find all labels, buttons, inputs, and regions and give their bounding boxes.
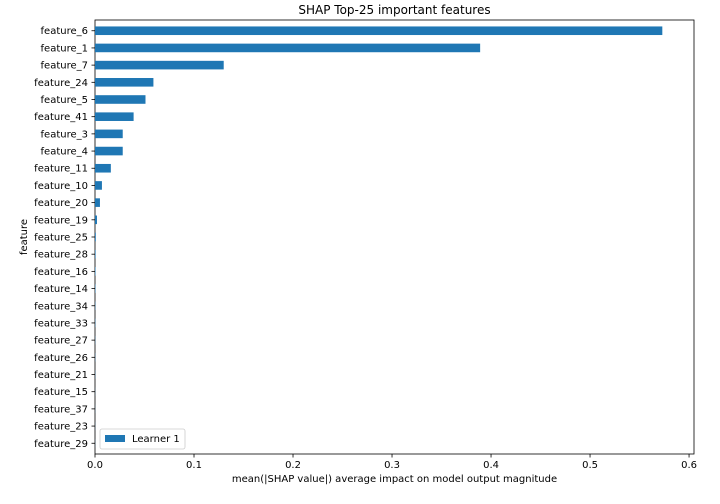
- y-tick-label: feature_7: [41, 61, 88, 72]
- y-tick-label: feature_34: [34, 301, 88, 312]
- y-tick-label: feature_25: [34, 233, 88, 244]
- y-tick-label: feature_23: [34, 422, 88, 433]
- x-tick-label: 0.6: [681, 460, 697, 471]
- y-tick-label: feature_33: [34, 318, 88, 329]
- bar-feature-3: [95, 129, 123, 139]
- legend-swatch: [105, 435, 125, 442]
- y-tick-label: feature_26: [34, 353, 88, 364]
- y-tick-label: feature_10: [34, 181, 88, 192]
- bar-feature-5: [95, 95, 146, 104]
- x-tick-label: 0.3: [384, 460, 400, 471]
- y-tick-label: feature_29: [34, 439, 88, 450]
- bar-feature-1: [95, 43, 481, 53]
- bars-group: [95, 26, 663, 448]
- x-tick-label: 0.4: [483, 460, 499, 471]
- x-tick-label: 0.5: [582, 460, 598, 471]
- x-axis-ticks: 0.0 0.1 0.2 0.3 0.4 0.5 0.6: [87, 454, 697, 471]
- bar-feature-4: [95, 146, 123, 156]
- chart-title: SHAP Top-25 important features: [298, 3, 490, 17]
- bar-feature-7: [95, 60, 224, 70]
- bar-feature-6: [95, 26, 663, 36]
- y-tick-label: feature_27: [34, 336, 88, 347]
- y-tick-label: feature_15: [34, 387, 88, 398]
- bar-feature-20: [95, 198, 100, 207]
- y-tick-label: feature_5: [41, 95, 88, 106]
- y-tick-label: feature_21: [34, 370, 88, 381]
- y-tick-label: feature_6: [41, 26, 88, 37]
- legend-label: Learner 1: [132, 434, 180, 445]
- y-tick-label: feature_24: [34, 78, 88, 89]
- legend-box: [99, 428, 186, 450]
- y-axis-label: feature: [19, 219, 30, 255]
- bar-feature-25: [95, 232, 96, 242]
- y-tick-label: feature_28: [34, 250, 88, 261]
- bar-feature-19: [95, 215, 97, 225]
- y-tick-label: feature_14: [34, 284, 88, 295]
- y-tick-label: feature_19: [34, 215, 88, 226]
- legend: Learner 1: [99, 428, 186, 450]
- y-tick-label: feature_20: [34, 198, 88, 209]
- bar-feature-11: [95, 163, 111, 173]
- plot-area: [94, 19, 695, 455]
- y-tick-label: feature_41: [34, 112, 88, 123]
- x-tick-label: 0.1: [186, 460, 202, 471]
- y-tick-label: feature_11: [34, 164, 88, 175]
- y-tick-label: feature_16: [34, 267, 88, 278]
- x-axis-label: mean(|SHAP value|) average impact on mod…: [232, 474, 557, 485]
- bar-feature-10: [95, 181, 102, 190]
- bar-feature-28: [95, 249, 96, 259]
- x-tick-label: 0.0: [87, 460, 103, 471]
- x-tick-label: 0.2: [285, 460, 301, 471]
- y-axis-ticks: feature_6 feature_1 feature_7 feature_24fea…: [34, 26, 95, 450]
- y-tick-label: feature_1: [41, 43, 88, 54]
- y-tick-label: feature_37: [34, 404, 88, 415]
- y-tick-label: feature_4: [41, 147, 88, 158]
- y-tick-label: feature_3: [41, 129, 88, 140]
- bar-feature-41: [95, 112, 134, 121]
- bar-feature-24: [95, 78, 154, 87]
